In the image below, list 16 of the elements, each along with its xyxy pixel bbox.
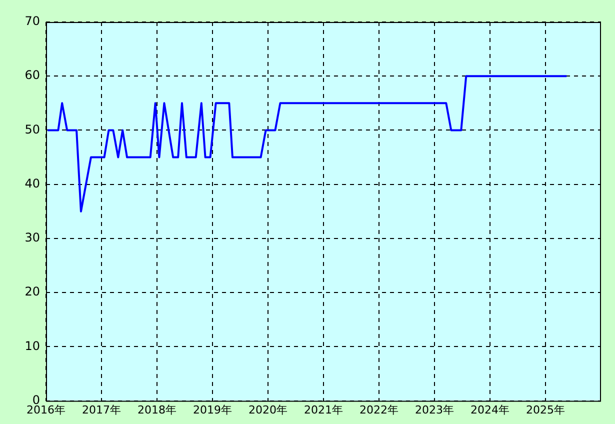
x-tick-label: 2022年 [360,403,398,416]
x-tick-label: 2018年 [138,403,176,416]
y-tick-label: 10 [24,338,40,353]
y-tick-label: 20 [24,284,40,299]
y-tick-label: 60 [24,68,40,82]
x-tick-label: 2020年 [248,403,288,416]
y-tick-label: 70 [24,14,40,28]
y-tick-label: 40 [24,176,40,190]
x-tick-label: 2024年 [470,403,510,416]
x-tick-label: 2019年 [193,403,232,416]
x-tick-label: 2025年 [526,403,565,416]
y-tick-label: 50 [24,122,40,136]
x-tick-label: 2021年 [304,403,343,416]
x-tick-label: 2023年 [415,403,454,416]
x-tick-label: 2017年 [82,403,121,416]
y-tick-label: 30 [24,230,40,245]
